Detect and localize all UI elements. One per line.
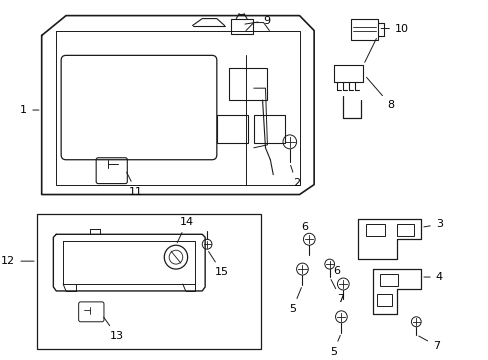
- Text: 10: 10: [380, 23, 408, 33]
- Bar: [396, 224, 413, 236]
- Text: 3: 3: [423, 219, 442, 229]
- Text: 5: 5: [329, 335, 340, 357]
- Text: 15: 15: [208, 252, 228, 277]
- Bar: [365, 224, 385, 236]
- Text: 8: 8: [366, 77, 393, 110]
- Text: 5: 5: [288, 288, 301, 314]
- Bar: [216, 115, 247, 143]
- Text: 2: 2: [290, 165, 299, 188]
- Text: 13: 13: [103, 317, 123, 341]
- Text: 14: 14: [177, 217, 194, 243]
- Bar: [377, 294, 391, 306]
- Text: 9: 9: [244, 15, 270, 26]
- Text: 6: 6: [332, 266, 339, 276]
- Text: 7: 7: [330, 279, 344, 304]
- Text: 6: 6: [300, 222, 307, 232]
- Text: 4: 4: [423, 272, 442, 282]
- Text: 1: 1: [20, 105, 39, 115]
- Text: 7: 7: [418, 336, 439, 351]
- Bar: [380, 274, 397, 286]
- Bar: [37, 215, 260, 348]
- Text: 11: 11: [126, 172, 143, 197]
- Bar: [228, 68, 267, 100]
- Bar: [253, 115, 285, 143]
- Text: 12: 12: [1, 256, 34, 266]
